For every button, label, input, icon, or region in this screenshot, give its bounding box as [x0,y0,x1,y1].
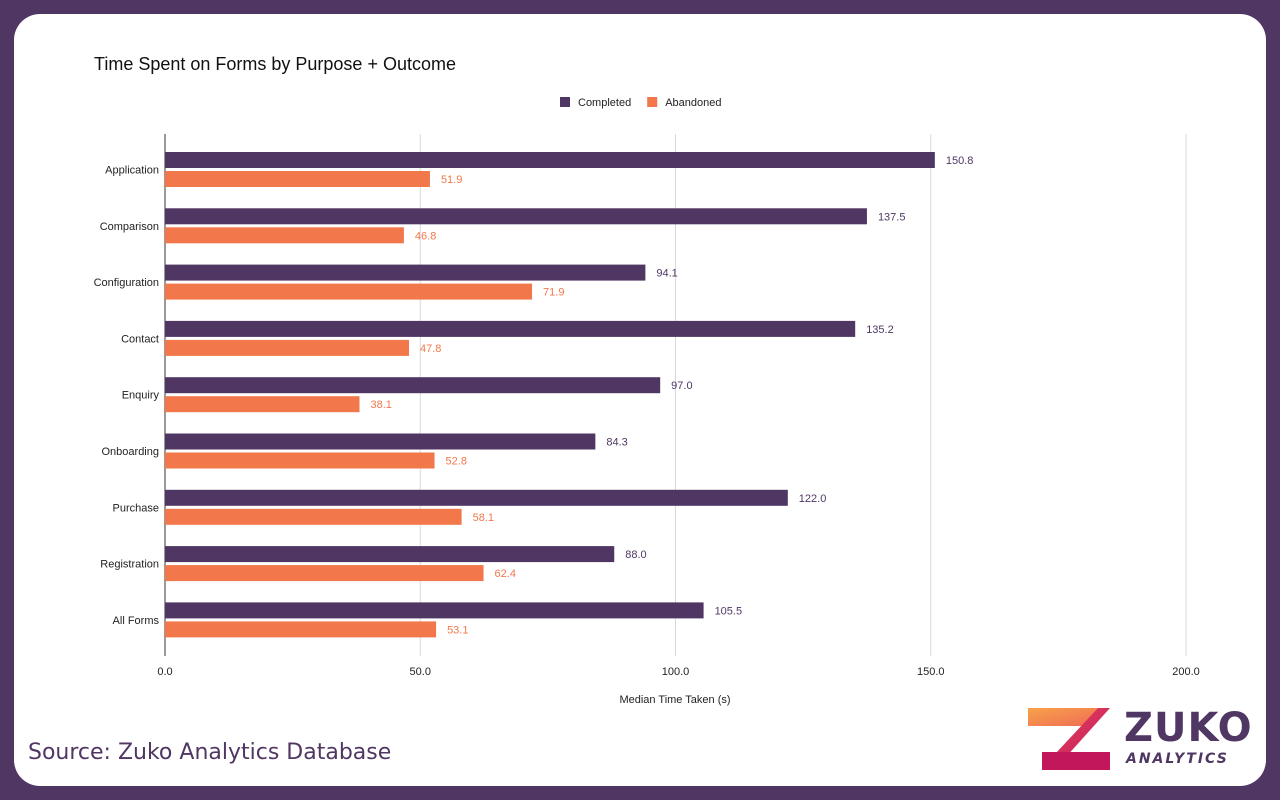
data-label-abandoned-onboarding: 52.8 [446,456,467,468]
data-label-completed-configuration: 94.1 [656,268,677,280]
bar-chart: 0.0 50.0 100.0 150.0 200.0 Application 150.8 51… [94,54,1200,706]
data-label-abandoned-enquiry: 38.1 [371,399,392,411]
x-tick-label: 0.0 [157,666,172,678]
data-label-abandoned-contact: 47.8 [420,343,441,355]
bar-abandoned-all-forms [165,621,437,638]
legend-label-abandoned: Abandoned [665,97,721,109]
data-label-abandoned-purchase: 58.1 [473,512,494,524]
bar-abandoned-purchase [165,508,462,525]
source-caption: Source: Zuko Analytics Database [28,740,392,765]
labels: 0.0 50.0 100.0 150.0 200.0 Application 150.8 51… [94,155,1200,678]
bar-completed-all-forms [165,602,704,619]
bar-completed-registration [165,546,615,563]
legend-swatch-completed [560,97,570,107]
category-label-comparison: Comparison [100,221,159,233]
category-label-contact: Contact [121,333,159,345]
chart-card: 0.0 50.0 100.0 150.0 200.0 Application 150.8 51… [14,14,1266,786]
bar-abandoned-contact [165,339,410,356]
bars [165,152,935,638]
bar-completed-configuration [165,264,646,281]
x-axis-title: Median Time Taken (s) [619,694,730,706]
x-tick-label: 200.0 [1172,666,1200,678]
bar-abandoned-comparison [165,227,404,244]
legend-label-completed: Completed [578,97,631,109]
data-label-completed-enquiry: 97.0 [671,380,692,392]
legend: Completed Abandoned [560,97,721,109]
category-label-all-forms: All Forms [113,615,160,627]
category-label-enquiry: Enquiry [122,390,160,402]
bar-completed-purchase [165,489,788,506]
data-label-abandoned-configuration: 71.9 [543,287,564,299]
x-tick-label: 100.0 [662,666,690,678]
x-tick-label: 50.0 [410,666,431,678]
bar-completed-enquiry [165,377,661,394]
data-label-completed-purchase: 122.0 [799,493,827,505]
bar-completed-comparison [165,208,867,225]
data-label-completed-registration: 88.0 [625,549,646,561]
zuko-logo-mark-icon [1028,708,1110,770]
bar-abandoned-configuration [165,283,533,300]
data-label-abandoned-application: 51.9 [441,174,462,186]
legend-swatch-abandoned [647,97,658,107]
bar-completed-onboarding [165,433,596,450]
bar-completed-application [165,152,935,168]
category-label-configuration: Configuration [94,277,159,289]
category-label-onboarding: Onboarding [102,446,160,458]
bar-abandoned-registration [165,565,484,582]
data-label-completed-onboarding: 84.3 [606,437,627,449]
category-label-application: Application [105,165,159,177]
data-label-completed-all-forms: 105.5 [715,605,743,617]
logo-subtitle: ANALYTICS [1126,751,1229,767]
data-label-completed-comparison: 137.5 [878,211,906,223]
data-label-abandoned-registration: 62.4 [495,568,516,580]
bar-abandoned-enquiry [165,396,360,413]
data-label-abandoned-all-forms: 53.1 [447,624,468,636]
bar-abandoned-onboarding [165,452,435,469]
data-label-abandoned-comparison: 46.8 [415,230,436,242]
chart-title: Time Spent on Forms by Purpose + Outcome [94,54,456,74]
x-tick-label: 150.0 [917,666,945,678]
bar-completed-contact [165,320,856,337]
data-label-completed-contact: 135.2 [866,324,894,336]
logo-wordmark: ZUKO [1124,705,1253,751]
category-label-purchase: Purchase [113,502,159,514]
data-label-completed-application: 150.8 [946,155,974,167]
category-label-registration: Registration [100,559,159,571]
zuko-logo: ZUKO ANALYTICS [1026,704,1256,774]
bar-abandoned-application [165,171,430,187]
